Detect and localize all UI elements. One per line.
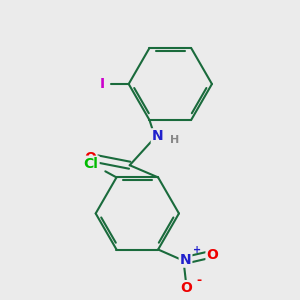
Text: +: + [193, 244, 201, 254]
Text: N: N [152, 129, 164, 143]
Text: N: N [180, 253, 191, 267]
Text: Cl: Cl [84, 157, 98, 171]
Text: H: H [170, 135, 179, 146]
Text: I: I [100, 77, 105, 91]
Text: O: O [206, 248, 218, 262]
Text: O: O [181, 281, 193, 295]
Text: -: - [197, 274, 202, 287]
Text: O: O [85, 151, 97, 165]
